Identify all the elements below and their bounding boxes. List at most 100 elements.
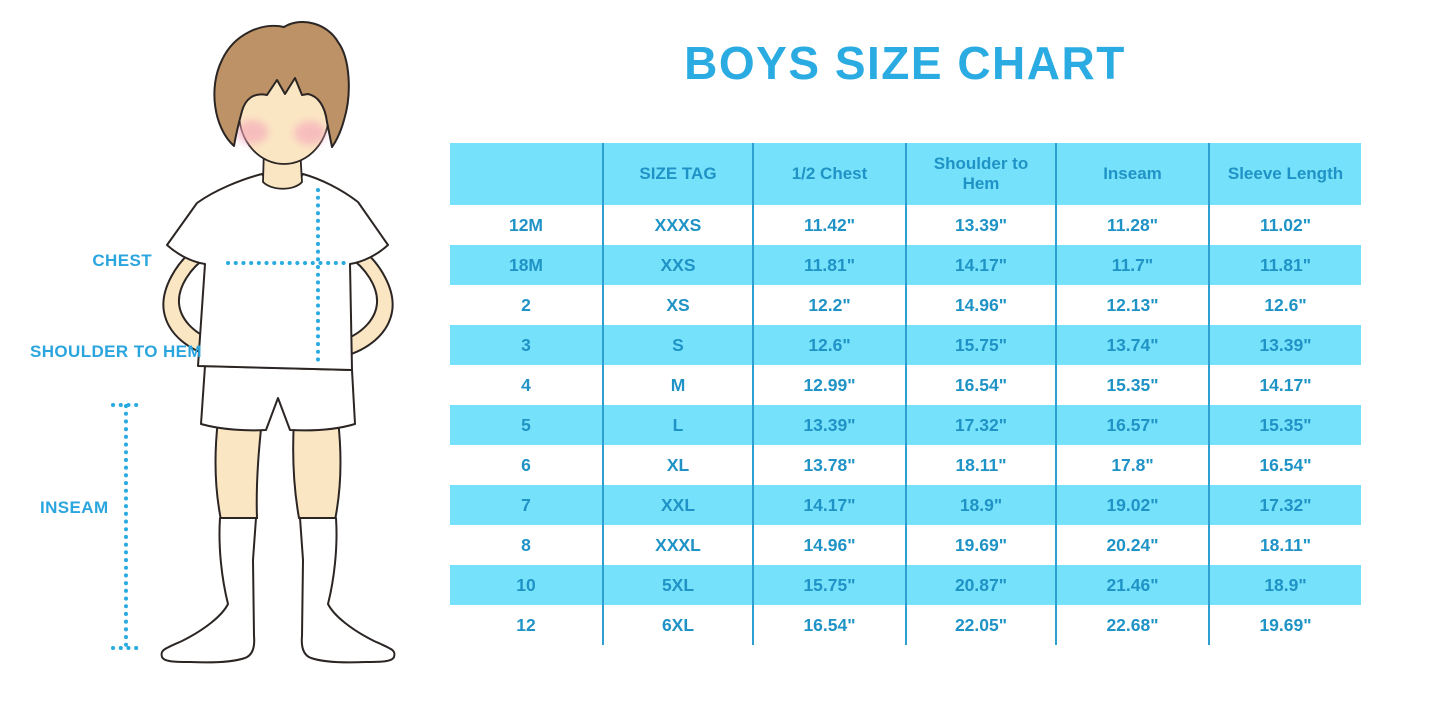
cell-inseam: 16.57" [1055, 405, 1208, 445]
cell-size: 7 [521, 494, 531, 515]
cell-sleeve-length: 17.32" [1208, 485, 1361, 525]
cell-half-chest: 11.81" [752, 245, 905, 285]
cell-shoulder-to-hem: 18.11" [905, 445, 1055, 485]
header-shoulder-to-hem: Shoulder to Hem [905, 143, 1055, 205]
cell-inseam: 11.28" [1055, 205, 1208, 245]
cell-half-chest: 16.54" [752, 605, 905, 645]
cell-size-tag: XXL [602, 485, 752, 525]
table-row: 6 XL 13.78" 18.11" 17.8" 16.54" [450, 445, 1361, 485]
table-row: 12 6XL 16.54" 22.05" 22.68" 19.69" [450, 605, 1361, 645]
table-row: 5 L 13.39" 17.32" 16.57" 15.35" [450, 405, 1361, 445]
cell-shoulder-to-hem: 14.96" [905, 285, 1055, 325]
cell-shoulder-to-hem: 14.17" [905, 245, 1055, 285]
boy-left-cheek [236, 120, 268, 144]
cell-size: 5 [521, 414, 531, 435]
cell-half-chest: 12.2" [752, 285, 905, 325]
table-row: 18M XXS 11.81" 14.17" 11.7" 11.81" [450, 245, 1361, 285]
header-size-tag: SIZE TAG [602, 143, 752, 205]
cell-shoulder-to-hem: 17.32" [905, 405, 1055, 445]
cell-size-tag: S [602, 325, 752, 365]
cell-sleeve-length: 19.69" [1208, 605, 1361, 645]
boy-shorts [200, 365, 356, 432]
cell-half-chest: 12.99" [752, 365, 905, 405]
cell-half-chest: 14.96" [752, 525, 905, 565]
shoulder-to-hem-label: SHOULDER TO HEM [30, 342, 202, 361]
boy-left-sock [160, 517, 257, 664]
cell-size-tag: XXS [602, 245, 752, 285]
cell-sleeve-length: 11.81" [1208, 245, 1361, 285]
cell-half-chest: 15.75" [752, 565, 905, 605]
table-row: 4 M 12.99" 16.54" 15.35" 14.17" [450, 365, 1361, 405]
boy-right-sock [299, 517, 396, 664]
cell-size: 6 [521, 454, 531, 475]
header-sleeve-length: Sleeve Length [1208, 143, 1361, 205]
cell-half-chest: 13.78" [752, 445, 905, 485]
cell-sleeve-length: 14.17" [1208, 365, 1361, 405]
boy-shirt [166, 173, 389, 371]
cell-inseam: 13.74" [1055, 325, 1208, 365]
cell-size-tag: XS [602, 285, 752, 325]
page-title: BOYS SIZE CHART [684, 37, 1126, 89]
cell-inseam: 15.35" [1055, 365, 1208, 405]
cell-sleeve-length: 13.39" [1208, 325, 1361, 365]
cell-size: 3 [521, 334, 531, 355]
cell-shoulder-to-hem: 18.9" [905, 485, 1055, 525]
cell-inseam: 11.7" [1055, 245, 1208, 285]
cell-inseam: 22.68" [1055, 605, 1208, 645]
cell-sleeve-length: 18.11" [1208, 525, 1361, 565]
cell-half-chest: 12.6" [752, 325, 905, 365]
cell-sleeve-length: 11.02" [1208, 205, 1361, 245]
cell-size-tag: 6XL [602, 605, 752, 645]
cell-size-tag: M [602, 365, 752, 405]
cell-size-tag: L [602, 405, 752, 445]
cell-size: 18M [508, 254, 544, 275]
table-row: 7 XXL 14.17" 18.9" 19.02" 17.32" [450, 485, 1361, 525]
table-row: 8 XXXL 14.96" 19.69" 20.24" 18.11" [450, 525, 1361, 565]
chest-label: CHEST [92, 251, 152, 270]
cell-size: 4 [521, 374, 531, 395]
boy-illustration [111, 21, 396, 664]
cell-shoulder-to-hem: 13.39" [905, 205, 1055, 245]
cell-shoulder-to-hem: 19.69" [905, 525, 1055, 565]
cell-size: 10 [516, 574, 536, 595]
cell-inseam: 17.8" [1055, 445, 1208, 485]
cell-half-chest: 11.42" [752, 205, 905, 245]
boy-left-leg [214, 419, 264, 522]
cell-size-tag: 5XL [602, 565, 752, 605]
cell-size-tag: XL [602, 445, 752, 485]
cell-sleeve-length: 16.54" [1208, 445, 1361, 485]
cell-shoulder-to-hem: 22.05" [905, 605, 1055, 645]
cell-inseam: 12.13" [1055, 285, 1208, 325]
cell-half-chest: 13.39" [752, 405, 905, 445]
header-half-chest: 1/2 Chest [752, 143, 905, 205]
header-size [450, 143, 602, 205]
header-inseam: Inseam [1055, 143, 1208, 205]
table-header-row: SIZE TAG 1/2 Chest Shoulder to Hem Insea… [450, 143, 1361, 205]
cell-half-chest: 14.17" [752, 485, 905, 525]
cell-size: 12 [516, 614, 536, 635]
cell-size: 8 [521, 534, 531, 555]
cell-shoulder-to-hem: 16.54" [905, 365, 1055, 405]
inseam-label: INSEAM [40, 498, 109, 517]
table-row: 10 5XL 15.75" 20.87" 21.46" 18.9" [450, 565, 1361, 605]
cell-inseam: 21.46" [1055, 565, 1208, 605]
table-row: 3 S 12.6" 15.75" 13.74" 13.39" [450, 325, 1361, 365]
cell-inseam: 19.02" [1055, 485, 1208, 525]
cell-sleeve-length: 15.35" [1208, 405, 1361, 445]
boy-right-leg [292, 419, 342, 522]
boy-right-cheek [294, 121, 326, 145]
cell-shoulder-to-hem: 15.75" [905, 325, 1055, 365]
cell-size: 12M [508, 214, 544, 235]
cell-shoulder-to-hem: 20.87" [905, 565, 1055, 605]
cell-size-tag: XXXS [602, 205, 752, 245]
size-chart-table: SIZE TAG 1/2 Chest Shoulder to Hem Insea… [450, 143, 1361, 645]
cell-size: 2 [521, 294, 531, 315]
table-row: 12M XXXS 11.42" 13.39" 11.28" 11.02" [450, 205, 1361, 245]
cell-sleeve-length: 12.6" [1208, 285, 1361, 325]
boy-hair [213, 21, 350, 148]
table-row: 2 XS 12.2" 14.96" 12.13" 12.6" [450, 285, 1361, 325]
cell-inseam: 20.24" [1055, 525, 1208, 565]
cell-sleeve-length: 18.9" [1208, 565, 1361, 605]
cell-size-tag: XXXL [602, 525, 752, 565]
